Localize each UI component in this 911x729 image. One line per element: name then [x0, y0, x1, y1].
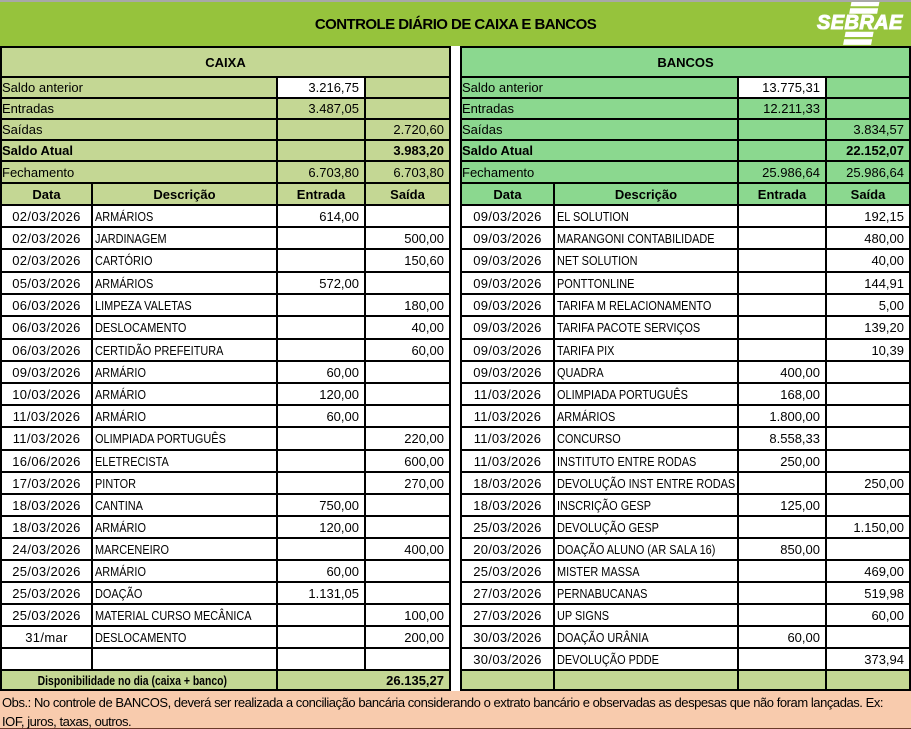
svg-text:SEBRAE: SEBRAE [817, 12, 903, 34]
